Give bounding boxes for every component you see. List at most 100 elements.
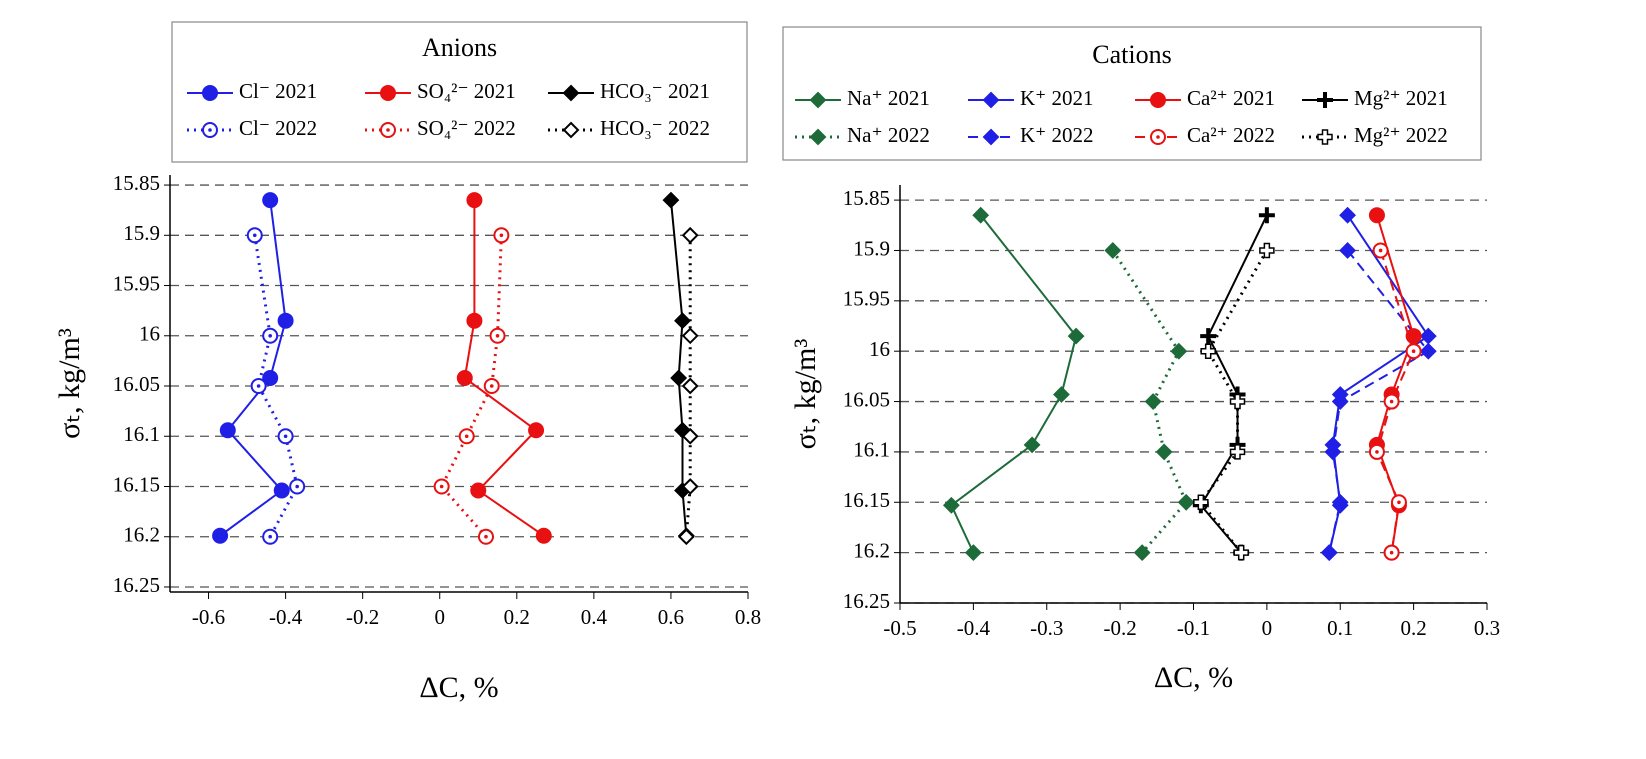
marker [1104, 242, 1122, 259]
x-tick-label: 0.1 [1327, 616, 1353, 640]
marker-dot [499, 233, 504, 238]
marker [942, 496, 960, 514]
marker [1155, 443, 1173, 461]
marker [1229, 444, 1246, 460]
legend-marker [562, 121, 580, 139]
marker [681, 327, 699, 345]
legend-label: Na⁺ 2022 [847, 123, 930, 147]
x-tick-label: 0.8 [735, 605, 761, 629]
marker-dot [484, 534, 488, 539]
x-tick-label: -0.4 [957, 616, 991, 640]
series-line [253, 235, 299, 538]
y-tick-label: 16.05 [113, 372, 160, 396]
legend-box [171, 21, 748, 163]
x-tick-label: -0.4 [269, 605, 303, 629]
marker [1133, 544, 1151, 562]
marker [277, 312, 294, 329]
marker [219, 422, 236, 439]
marker [1200, 343, 1216, 359]
y-axis-label: σₜ, kg/m³ [53, 328, 86, 439]
marker-dot [489, 384, 494, 388]
marker [1144, 393, 1162, 410]
marker [273, 482, 290, 499]
legend-label: SO₄²⁻ 2021 [417, 79, 516, 103]
marker [1258, 207, 1275, 224]
legend-title: Anions [422, 33, 497, 62]
marker [1170, 342, 1188, 360]
series-line [439, 235, 503, 538]
legend-title: Cations [1092, 40, 1171, 69]
marker-dot [1156, 135, 1160, 139]
marker [1368, 207, 1385, 224]
legend-marker [562, 84, 580, 102]
legend-marker [1317, 129, 1333, 145]
y-tick-label: 16.1 [123, 422, 160, 446]
marker [681, 478, 699, 495]
series-line [684, 235, 692, 537]
legend-label: Ca²⁺ 2021 [1187, 86, 1275, 110]
marker-dot [464, 434, 469, 439]
marker [1233, 544, 1249, 561]
legend-marker [982, 128, 1000, 146]
x-tick-label: -0.6 [192, 605, 225, 629]
marker [662, 191, 680, 209]
legend-box [782, 26, 1482, 161]
y-tick-label: 15.95 [113, 271, 160, 295]
legend-marker [809, 91, 827, 109]
y-tick-label: 15.85 [113, 171, 160, 195]
marker [1324, 443, 1342, 461]
marker-dot [283, 434, 288, 439]
x-tick-label: 0.2 [504, 605, 530, 629]
series-line [219, 199, 287, 537]
y-tick-label: 16.25 [113, 573, 160, 597]
legend-marker [982, 91, 1000, 109]
marker [466, 192, 483, 209]
x-tick-label: -0.2 [1104, 616, 1137, 640]
series-line [463, 200, 545, 537]
legend-label: Cl⁻ 2022 [239, 116, 317, 140]
legend-label: K⁺ 2021 [1020, 86, 1094, 110]
marker [1419, 327, 1437, 345]
y-tick-label: 16.1 [853, 438, 890, 462]
marker [1053, 386, 1070, 403]
marker [681, 427, 699, 445]
legend-label: Cl⁻ 2021 [239, 79, 317, 103]
marker-dot [208, 128, 212, 132]
marker [456, 369, 473, 386]
marker-dot [252, 233, 257, 238]
marker-dot [1411, 349, 1416, 353]
legend-label: Ca²⁺ 2022 [1187, 123, 1275, 147]
y-tick-label: 15.95 [843, 287, 890, 311]
legend-marker [380, 85, 396, 101]
marker-dot [295, 484, 299, 489]
marker [1023, 436, 1041, 454]
marker [535, 527, 552, 544]
marker-dot [256, 384, 261, 388]
marker [262, 192, 279, 209]
marker [262, 369, 279, 386]
marker [1259, 242, 1275, 259]
marker-dot [268, 534, 272, 539]
legend-label: K⁺ 2022 [1020, 123, 1094, 147]
y-tick-label: 15.85 [843, 186, 890, 210]
marker [677, 528, 695, 546]
x-tick-label: 0.2 [1401, 616, 1427, 640]
legend-label: Na⁺ 2021 [847, 86, 930, 110]
marker [1339, 242, 1357, 259]
marker [1339, 206, 1357, 224]
y-tick-label: 15.9 [853, 236, 890, 260]
legend-marker [809, 128, 827, 146]
legend-label: Mg²⁺ 2021 [1354, 86, 1448, 110]
marker [1419, 342, 1437, 360]
legend-marker [202, 85, 218, 101]
legend-marker [1317, 92, 1333, 108]
series-line [1199, 214, 1268, 554]
x-axis-label: ΔC, % [1154, 661, 1233, 694]
marker [1331, 493, 1349, 511]
x-axis-label: ΔC, % [419, 671, 498, 704]
y-tick-label: 16 [869, 337, 890, 361]
y-tick-label: 16 [139, 322, 160, 346]
marker [1067, 327, 1085, 345]
marker [1331, 393, 1349, 410]
